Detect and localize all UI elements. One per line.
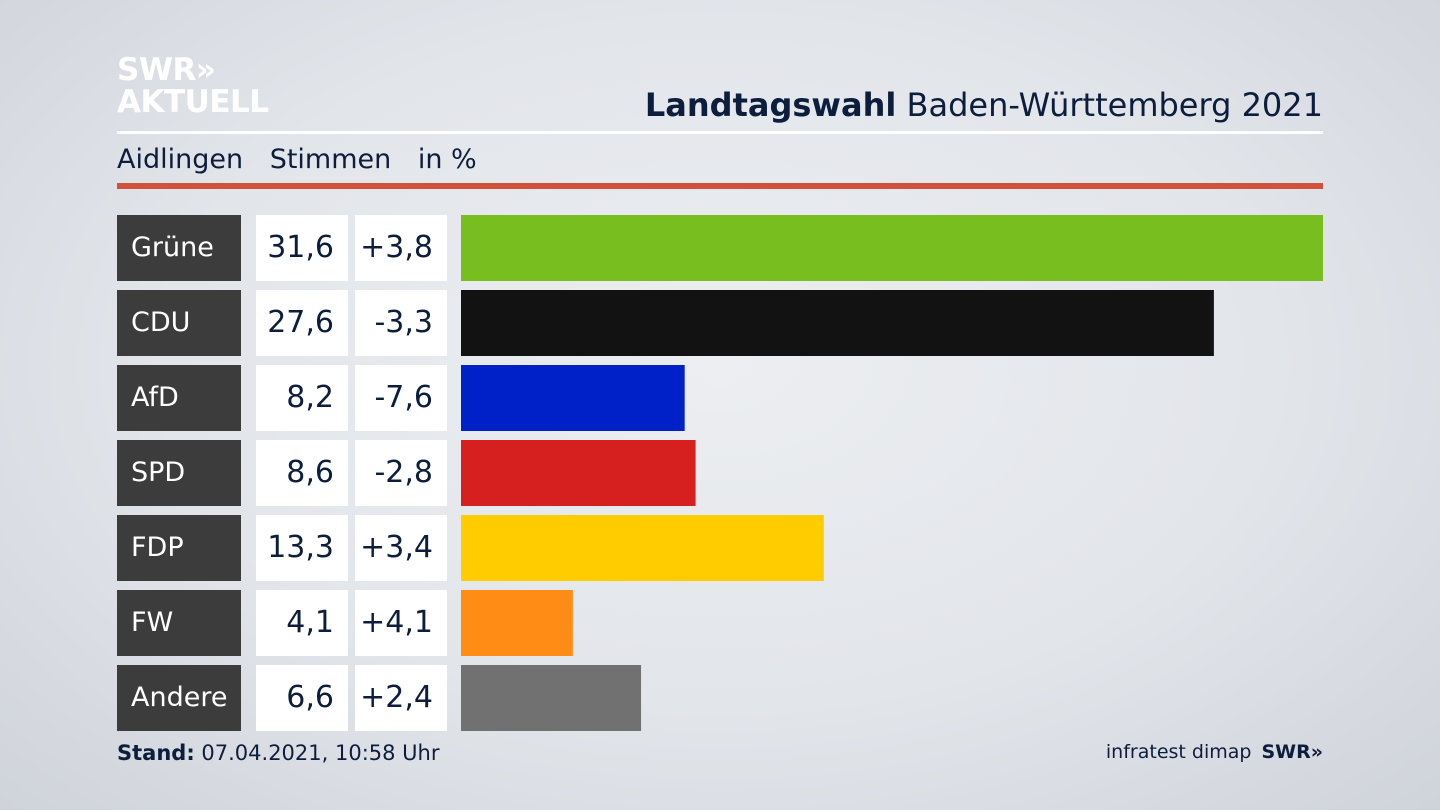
vote-share-label: 4,1: [256, 590, 348, 656]
party-label: FW: [117, 590, 241, 656]
vote-share-label: 27,6: [256, 290, 348, 356]
place-label: Aidlingen: [117, 144, 244, 175]
result-row: CDU 27,6 -3,3: [117, 290, 1323, 356]
vote-share-label: 31,6: [256, 215, 348, 281]
swr-aktuell-logo: SWR» AKTUELL: [117, 54, 269, 118]
vote-share-label: 8,6: [256, 440, 348, 506]
metric-label: Stimmen: [269, 144, 392, 175]
title-bold: Landtagswahl: [644, 86, 897, 124]
change-label: -2,8: [355, 440, 447, 506]
change-label: -7,6: [355, 365, 447, 431]
logo-line-2: AKTUELL: [117, 84, 269, 120]
party-label: FDP: [117, 515, 241, 581]
subheader: Aidlingen Stimmen in %: [117, 144, 495, 175]
header-divider: [117, 131, 1323, 134]
change-label: +3,8: [355, 215, 447, 281]
stand-value: 07.04.2021, 10:58 Uhr: [194, 741, 440, 765]
title-rest: Baden-Württemberg 2021: [896, 86, 1324, 124]
swr-brand: SWR»: [1261, 741, 1323, 763]
party-label: CDU: [117, 290, 241, 356]
logo-line-1: SWR»: [117, 52, 216, 88]
vote-share-label: 8,2: [256, 365, 348, 431]
result-row: FDP 13,3 +3,4: [117, 515, 1323, 581]
result-row: AfD 8,2 -7,6: [117, 365, 1323, 431]
vote-share-label: 13,3: [256, 515, 348, 581]
party-label: Andere: [117, 665, 241, 731]
source-label: infratest dimap: [1105, 741, 1252, 763]
stand-label: Stand:: [117, 741, 195, 765]
change-label: +2,4: [355, 665, 447, 731]
source-credit: infratest dimap SWR»: [1106, 741, 1323, 763]
result-row: SPD 8,6 -2,8: [117, 440, 1323, 506]
accent-divider: [117, 183, 1323, 189]
party-label: SPD: [117, 440, 241, 506]
timestamp: Stand: 07.04.2021, 10:58 Uhr: [117, 741, 440, 765]
result-row: Grüne 31,6 +3,8: [117, 215, 1323, 281]
result-row: Andere 6,6 +2,4: [117, 665, 1323, 731]
party-label: AfD: [117, 365, 241, 431]
change-label: -3,3: [355, 290, 447, 356]
result-row: FW 4,1 +4,1: [117, 590, 1323, 656]
change-label: +4,1: [355, 590, 447, 656]
party-label: Grüne: [117, 215, 241, 281]
vote-share-label: 6,6: [256, 665, 348, 731]
change-label: +3,4: [355, 515, 447, 581]
page-title: Landtagswahl Baden-Württemberg 2021: [645, 86, 1323, 124]
unit-label: in %: [417, 144, 477, 175]
